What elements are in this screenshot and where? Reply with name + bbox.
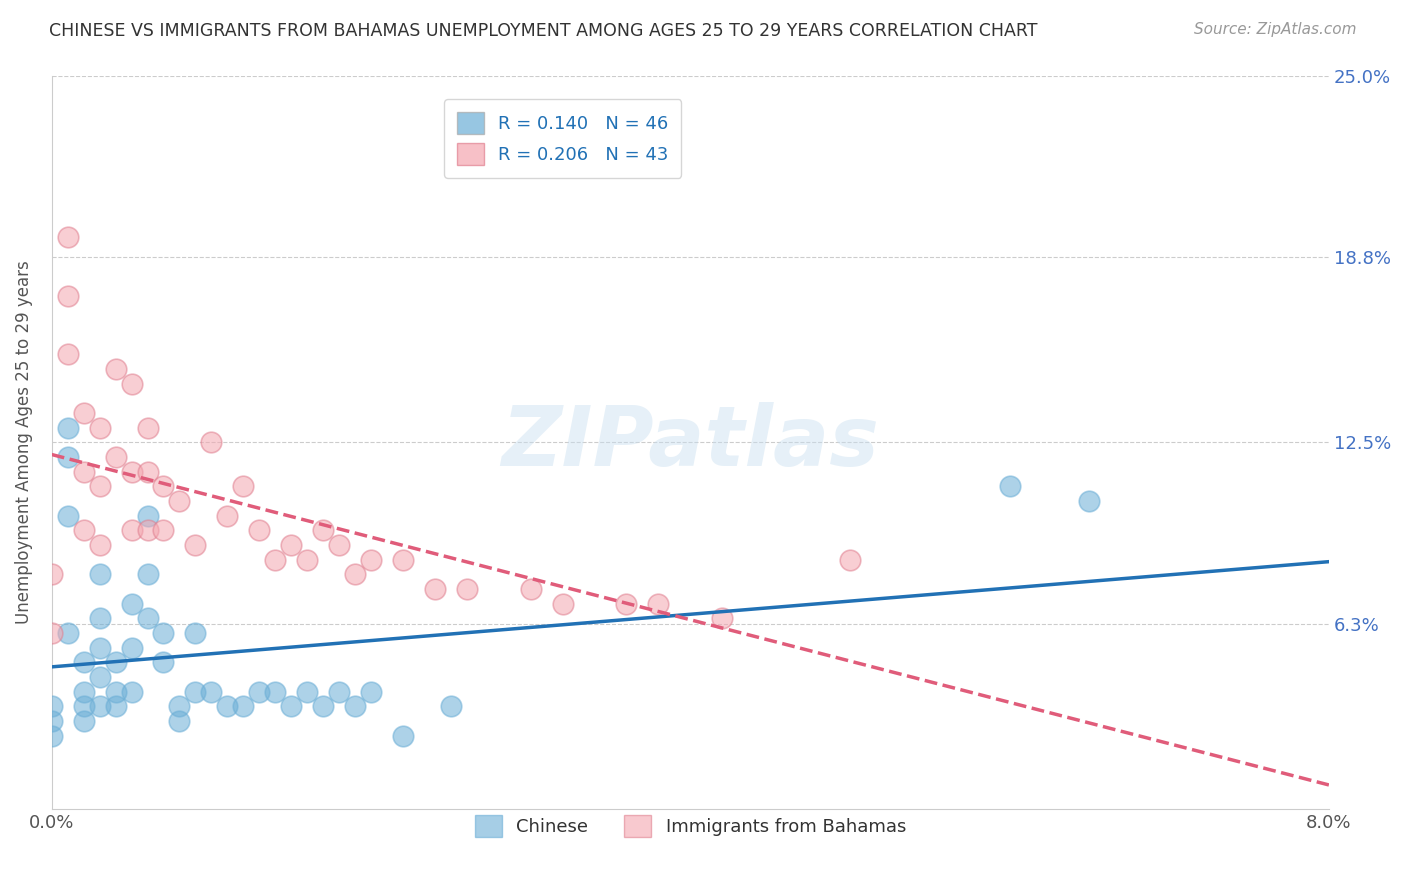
Point [184, 626, 207, 640]
Text: CHINESE VS IMMIGRANTS FROM BAHAMAS UNEMPLOYMENT AMONG AGES 25 TO 29 YEARS CORREL: CHINESE VS IMMIGRANTS FROM BAHAMAS UNEMP… [49, 22, 1038, 40]
Point [121, 640, 143, 655]
Point [56, 230, 79, 244]
Point [41, 699, 63, 714]
Point [217, 699, 239, 714]
Point [41, 626, 63, 640]
Point [312, 524, 335, 538]
Point [280, 538, 302, 552]
Point [56, 626, 79, 640]
Point [344, 567, 367, 582]
Point [551, 597, 574, 611]
Point [121, 597, 143, 611]
Point [56, 450, 79, 464]
Point [456, 582, 478, 596]
Point [41, 729, 63, 743]
Point [616, 597, 638, 611]
Point [247, 524, 270, 538]
Point [312, 699, 335, 714]
Point [152, 524, 174, 538]
Point [200, 435, 222, 450]
Point [73, 699, 96, 714]
Point [169, 699, 191, 714]
Point [1078, 494, 1101, 508]
Point [73, 685, 96, 699]
Point [998, 479, 1021, 493]
Point [89, 567, 111, 582]
Point [73, 465, 96, 479]
Point [136, 611, 159, 625]
Point [295, 685, 318, 699]
Point [264, 685, 287, 699]
Point [152, 656, 174, 670]
Point [392, 729, 415, 743]
Point [232, 699, 254, 714]
Point [295, 552, 318, 566]
Point [247, 685, 270, 699]
Text: ZIPatlas: ZIPatlas [502, 401, 879, 483]
Point [89, 670, 111, 684]
Point [519, 582, 541, 596]
Point [136, 420, 159, 434]
Point [56, 508, 79, 523]
Point [360, 552, 382, 566]
Point [152, 479, 174, 493]
Point [328, 685, 350, 699]
Point [280, 699, 302, 714]
Point [344, 699, 367, 714]
Point [73, 656, 96, 670]
Point [121, 685, 143, 699]
Point [104, 685, 127, 699]
Point [104, 699, 127, 714]
Point [56, 347, 79, 361]
Point [121, 524, 143, 538]
Y-axis label: Unemployment Among Ages 25 to 29 years: Unemployment Among Ages 25 to 29 years [15, 260, 32, 624]
Point [152, 626, 174, 640]
Point [423, 582, 446, 596]
Point [56, 288, 79, 302]
Point [89, 611, 111, 625]
Point [89, 699, 111, 714]
Point [200, 685, 222, 699]
Point [104, 362, 127, 376]
Point [136, 465, 159, 479]
Point [328, 538, 350, 552]
Point [121, 465, 143, 479]
Point [89, 640, 111, 655]
Point [41, 567, 63, 582]
Point [104, 656, 127, 670]
Point [73, 406, 96, 420]
Point [839, 552, 862, 566]
Point [169, 714, 191, 728]
Point [104, 450, 127, 464]
Point [73, 524, 96, 538]
Point [136, 508, 159, 523]
Point [136, 567, 159, 582]
Point [264, 552, 287, 566]
Point [647, 597, 669, 611]
Point [89, 420, 111, 434]
Point [89, 538, 111, 552]
Point [121, 376, 143, 391]
Point [73, 714, 96, 728]
Point [360, 685, 382, 699]
Point [184, 685, 207, 699]
Text: Source: ZipAtlas.com: Source: ZipAtlas.com [1194, 22, 1357, 37]
Point [232, 479, 254, 493]
Point [217, 508, 239, 523]
Point [89, 479, 111, 493]
Point [169, 494, 191, 508]
Point [711, 611, 734, 625]
Point [41, 714, 63, 728]
Point [440, 699, 463, 714]
Point [184, 538, 207, 552]
Point [392, 552, 415, 566]
Point [136, 524, 159, 538]
Legend: Chinese, Immigrants from Bahamas: Chinese, Immigrants from Bahamas [467, 807, 914, 844]
Point [56, 420, 79, 434]
